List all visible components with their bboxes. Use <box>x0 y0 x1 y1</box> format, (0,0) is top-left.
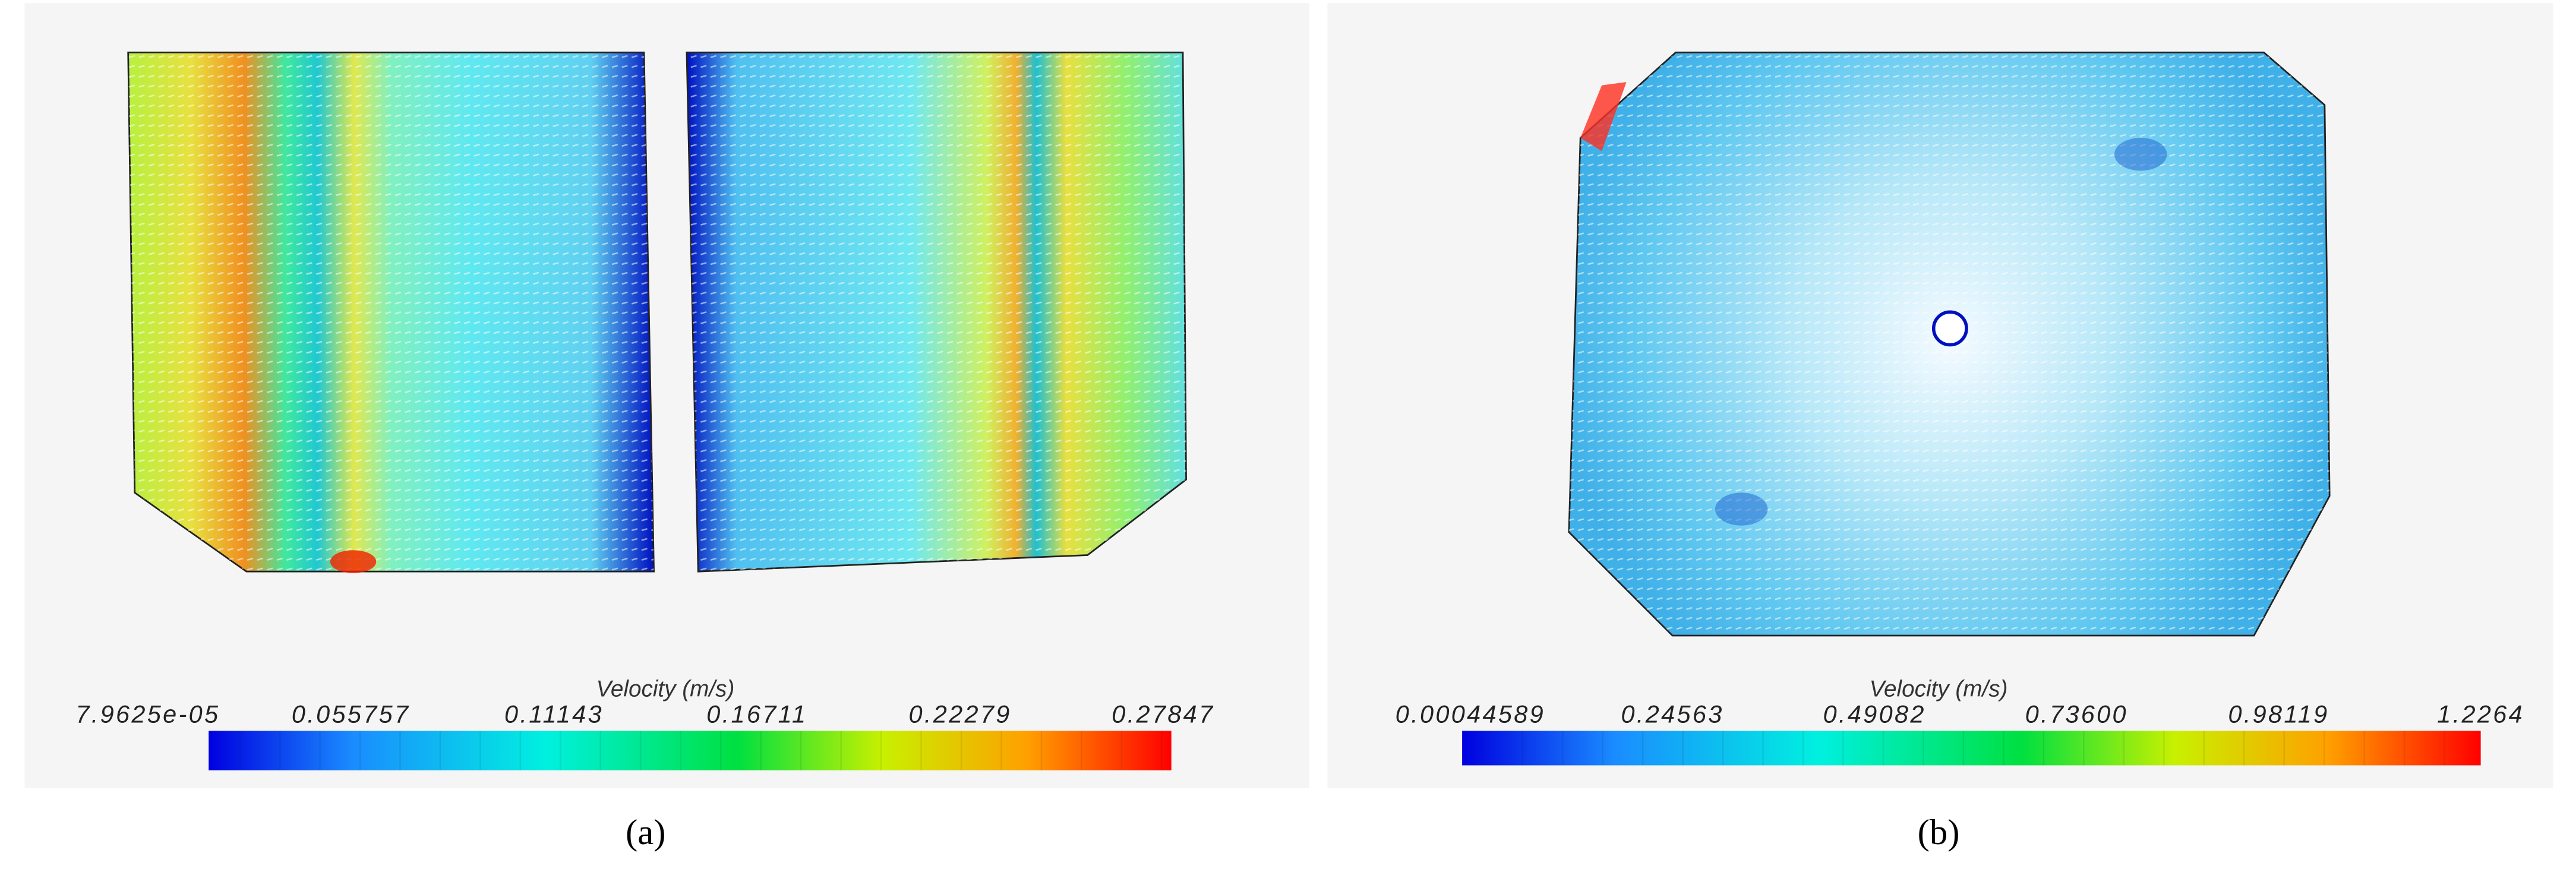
colorbar-b <box>1462 731 2481 766</box>
colorbar-tick-label: 1.2264 <box>2437 700 2524 728</box>
colorbar-title: Velocity (m/s) <box>1870 676 2008 702</box>
panel-label: (b) <box>1918 813 1960 852</box>
colorbar-tick-label: 0.00044589 <box>1396 700 1545 728</box>
colorbar-a <box>209 731 1172 770</box>
velocity-field-b <box>1568 51 2331 637</box>
colorbar-tick-label: 0.98119 <box>2228 700 2329 728</box>
colorbar-tick-label: 0.27847 <box>1112 700 1214 728</box>
colorbar-tick-label: 0.22279 <box>908 700 1011 728</box>
colorbar-tick-label: 0.16711 <box>706 700 807 728</box>
colorbar-tick-label: 0.055757 <box>292 700 411 728</box>
velocity-field-a <box>127 51 1187 573</box>
colorbar-tick-label: 0.73600 <box>2025 700 2128 728</box>
colorbar-title: Velocity (m/s) <box>596 676 734 702</box>
colorbar-tick-label: 7.9625e-05 <box>75 700 220 728</box>
colorbar-tick-label: 0.11143 <box>504 700 604 728</box>
colorbar-tick-label: 0.49082 <box>1823 700 1926 728</box>
colorbar-tick-label: 0.24563 <box>1621 700 1724 728</box>
panel-label: (a) <box>626 813 666 852</box>
